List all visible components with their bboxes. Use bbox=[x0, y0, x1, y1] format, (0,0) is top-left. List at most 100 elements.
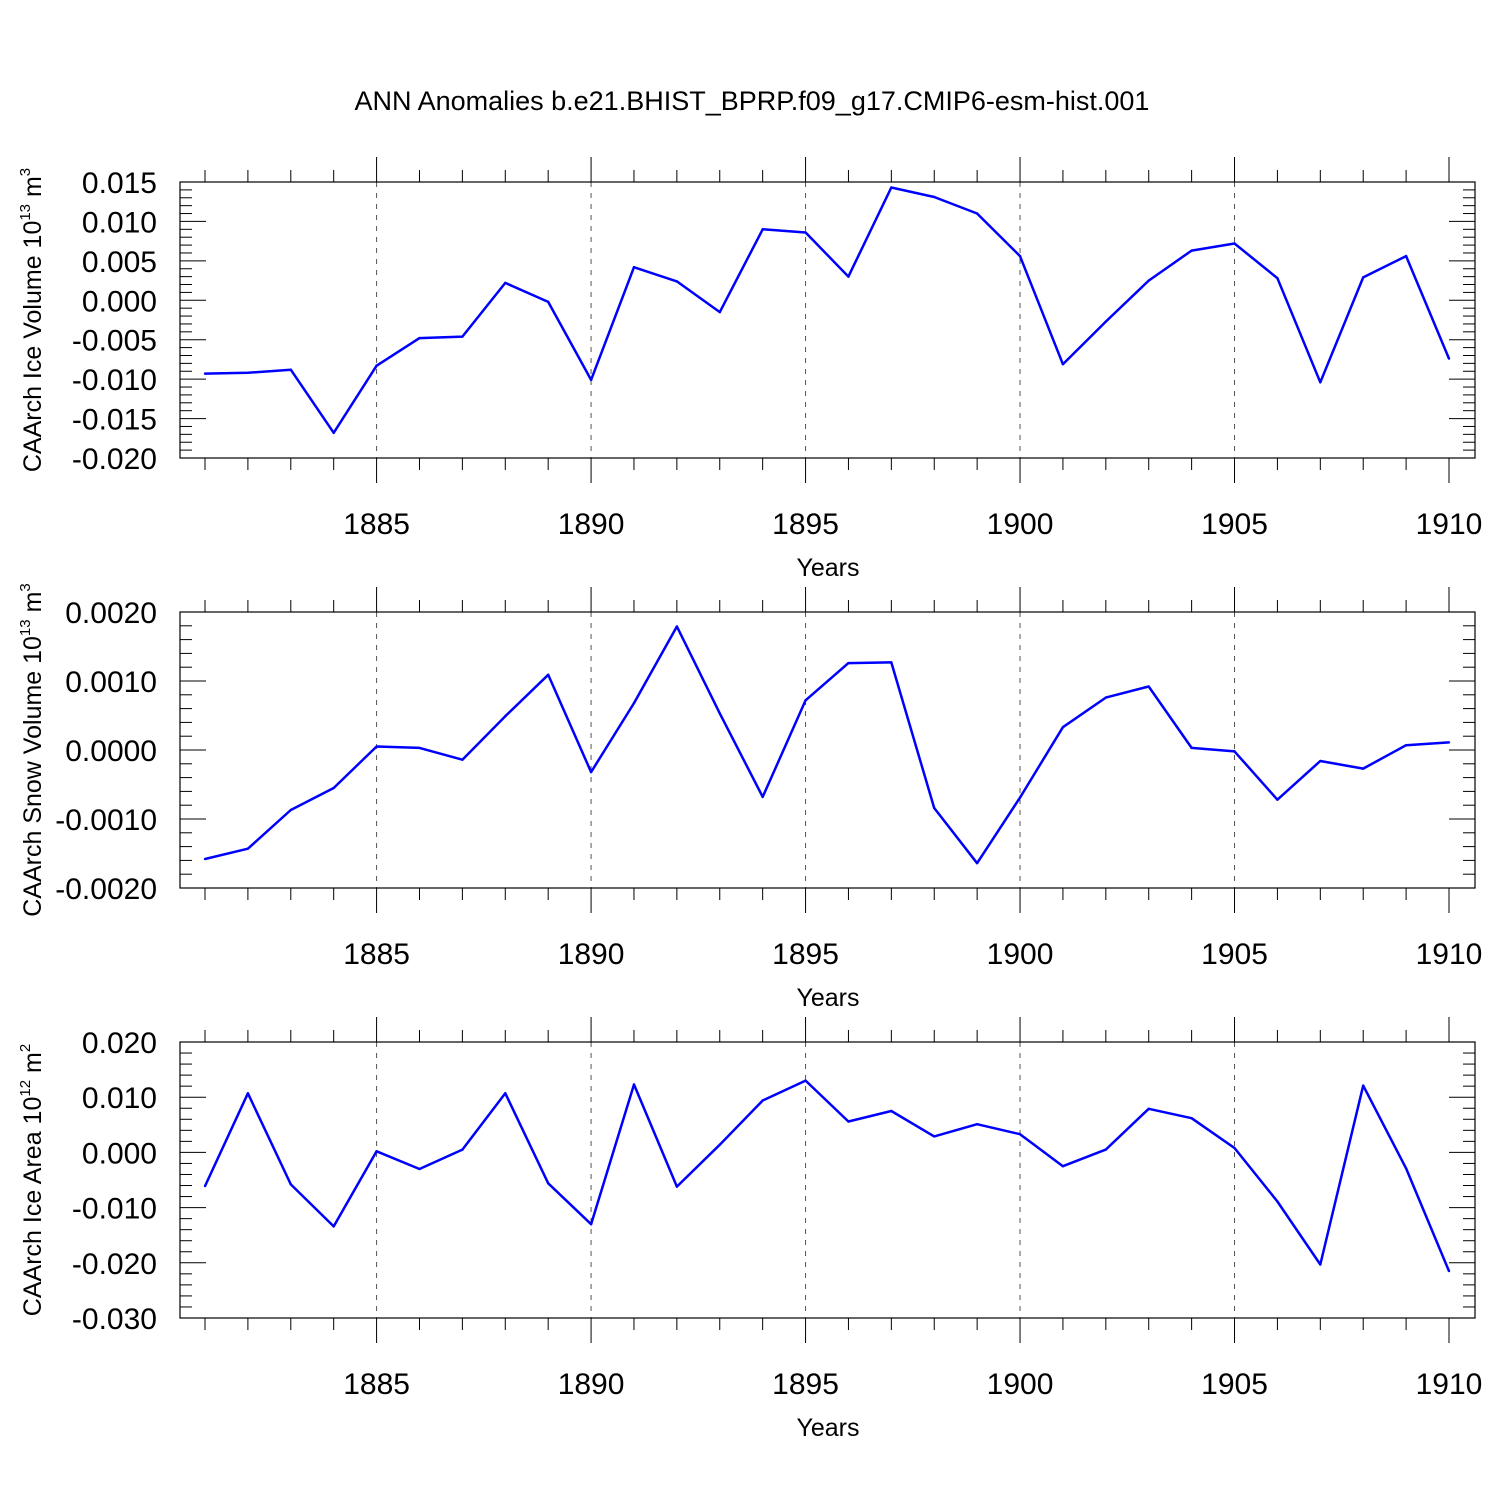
data-point bbox=[1190, 746, 1193, 750]
data-point bbox=[847, 1120, 850, 1123]
panels: -0.020 -0.015 -0.010 -0.005 0.000 0.005 0.010 0… bbox=[17, 157, 1482, 1442]
data-point bbox=[890, 186, 893, 189]
data-point bbox=[804, 231, 807, 234]
data-point bbox=[1147, 1107, 1150, 1110]
x-axis-label: Years bbox=[796, 984, 859, 1012]
y-tick-label: -0.0020 bbox=[55, 873, 157, 906]
y-tick-label: 0.000 bbox=[82, 1137, 157, 1170]
data-point bbox=[1447, 357, 1451, 360]
data-point bbox=[1018, 254, 1022, 258]
data-point bbox=[975, 212, 979, 215]
series-line bbox=[204, 186, 1451, 435]
x-tick-label: 1890 bbox=[558, 938, 625, 971]
data-point bbox=[1190, 1116, 1193, 1120]
data-point bbox=[632, 701, 636, 705]
data-point bbox=[1319, 381, 1322, 384]
x-tick-label: 1895 bbox=[772, 938, 839, 971]
data-point bbox=[1147, 685, 1150, 688]
data-point bbox=[1233, 242, 1236, 245]
panel-2: -0.0020 -0.0010 0.0000 0.0010 0.0020 1885 1890… bbox=[17, 583, 1482, 1012]
x-axis-label: Years bbox=[796, 1414, 859, 1442]
data-point bbox=[975, 1123, 979, 1126]
data-point bbox=[461, 758, 464, 761]
x-tick-label: 1900 bbox=[987, 938, 1054, 971]
y-tick-label: 0.020 bbox=[82, 1027, 157, 1060]
data-point bbox=[933, 1135, 936, 1138]
x-tick-label: 1905 bbox=[1201, 938, 1268, 971]
data-point bbox=[718, 1143, 721, 1146]
x-tick-label: 1890 bbox=[558, 508, 625, 541]
x-tick-label: 1885 bbox=[343, 1368, 410, 1401]
data-point bbox=[246, 1092, 250, 1095]
data-point bbox=[504, 1092, 507, 1095]
data-point bbox=[632, 1083, 636, 1086]
data-point bbox=[1018, 796, 1022, 799]
panel-3: -0.030 -0.020 -0.010 0.000 0.010 0.020 1885 189… bbox=[17, 1017, 1482, 1442]
data-point bbox=[289, 808, 292, 812]
data-point bbox=[504, 281, 507, 285]
y-tick-label: -0.030 bbox=[72, 1303, 157, 1336]
data-point bbox=[804, 1079, 807, 1082]
x-axis-label: Years bbox=[796, 554, 859, 582]
data-point bbox=[1319, 1263, 1322, 1266]
data-point bbox=[203, 857, 207, 861]
data-point bbox=[546, 673, 550, 676]
data-point bbox=[589, 378, 593, 382]
x-tick-label: 1905 bbox=[1201, 1368, 1268, 1401]
y-tick-label: -0.020 bbox=[72, 443, 157, 476]
y-tick-label: 0.015 bbox=[82, 167, 157, 200]
data-point bbox=[761, 228, 764, 231]
data-point bbox=[1319, 759, 1322, 763]
y-tick-label: -0.020 bbox=[72, 1248, 157, 1281]
data-point bbox=[1233, 750, 1236, 753]
data-point bbox=[761, 1099, 764, 1102]
y-tick-label: -0.0010 bbox=[55, 804, 157, 837]
data-point bbox=[289, 1183, 292, 1186]
data-point bbox=[933, 195, 936, 199]
y-tick-label: 0.010 bbox=[82, 1082, 157, 1115]
data-point bbox=[975, 861, 979, 865]
data-point bbox=[546, 1182, 550, 1185]
y-axis-label: CAArch Ice Area 1012 m2 bbox=[17, 1044, 47, 1316]
data-point bbox=[546, 300, 550, 304]
y-axis-label: CAArch Snow Volume 1013 m3 bbox=[17, 583, 47, 917]
data-point bbox=[504, 714, 507, 718]
data-point bbox=[718, 310, 721, 314]
x-tick-label: 1890 bbox=[558, 1368, 625, 1401]
data-point bbox=[675, 280, 679, 283]
y-tick-label: 0.010 bbox=[82, 206, 157, 239]
y-tick-label: 0.0000 bbox=[65, 735, 157, 768]
y-tick-label: -0.005 bbox=[72, 325, 157, 358]
data-point bbox=[847, 661, 850, 665]
data-point bbox=[246, 371, 250, 375]
y-tick-label: 0.0020 bbox=[65, 597, 157, 630]
data-point bbox=[1061, 1165, 1065, 1168]
y-tick-label: 0.005 bbox=[82, 246, 157, 279]
data-point bbox=[1018, 1132, 1022, 1136]
data-point bbox=[1447, 741, 1451, 744]
data-point bbox=[1447, 1269, 1451, 1273]
data-point bbox=[1404, 254, 1408, 258]
data-point bbox=[1276, 798, 1279, 801]
data-point bbox=[1362, 1084, 1365, 1087]
x-tick-label: 1910 bbox=[1416, 1368, 1483, 1401]
data-point bbox=[632, 265, 636, 269]
data-point bbox=[933, 806, 936, 810]
x-tick-label: 1900 bbox=[987, 1368, 1054, 1401]
y-tick-label: 0.0010 bbox=[65, 666, 157, 699]
data-point bbox=[1061, 726, 1065, 729]
data-point bbox=[1233, 1146, 1236, 1150]
data-point bbox=[890, 661, 893, 664]
figure-title: ANN Anomalies b.e21.BHIST_BPRP.f09_g17.C… bbox=[355, 86, 1150, 116]
x-tick-label: 1900 bbox=[987, 508, 1054, 541]
y-tick-label: 0.000 bbox=[82, 285, 157, 318]
data-point bbox=[461, 1148, 464, 1151]
data-point bbox=[1190, 249, 1193, 252]
data-point bbox=[1276, 1200, 1279, 1203]
y-tick-label: -0.010 bbox=[72, 1193, 157, 1226]
data-point bbox=[1061, 362, 1065, 366]
data-point bbox=[332, 786, 335, 790]
data-point bbox=[1104, 696, 1108, 699]
y-axis-label: CAArch Ice Volume 1013 m3 bbox=[17, 168, 47, 472]
data-point bbox=[1104, 320, 1108, 323]
